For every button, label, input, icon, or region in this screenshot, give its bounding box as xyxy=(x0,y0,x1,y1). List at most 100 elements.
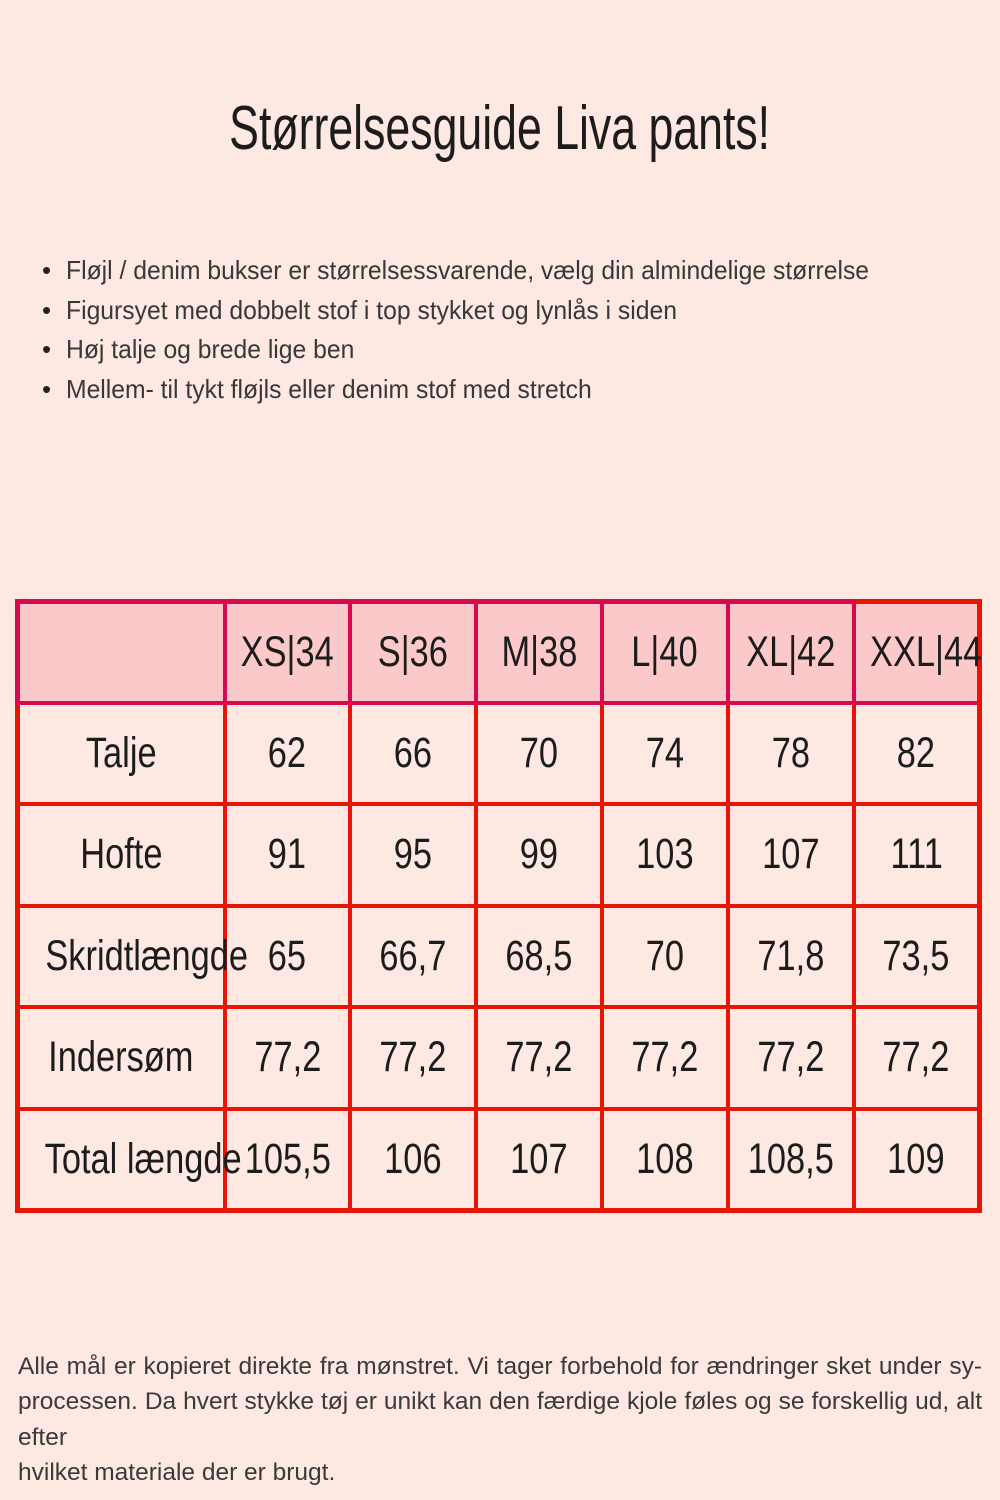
measurement-value-text: 77,2 xyxy=(379,1033,447,1082)
disclaimer-line: Alle mål er kopieret direkte fra mønstre… xyxy=(18,1352,982,1380)
measurement-value-cell: 77,2 xyxy=(851,1005,982,1111)
measurement-value-text: 99 xyxy=(519,830,559,879)
measurement-label-text: Total længde xyxy=(44,1134,242,1183)
feature-item: • Figursyet med dobbelt stof i top stykke… xyxy=(0,291,1000,331)
table-row: Skridtlængde 65 66,7 68,5 70 71,8 73,5 xyxy=(15,903,982,1010)
measurement-label-cell: Hofte xyxy=(15,802,227,908)
measurement-value-text: 108,5 xyxy=(747,1134,834,1183)
header-cell-text: L|40 xyxy=(631,627,699,676)
table-row: Total længde 105,5 106 107 108 108,5 109 xyxy=(15,1106,982,1213)
measurement-value-cell: 99 xyxy=(474,802,604,908)
measurement-value-text: 78 xyxy=(771,728,810,777)
size-column-header: S|36 xyxy=(348,599,479,705)
size-column-header: XS|34 xyxy=(222,599,353,705)
measurement-value-text: 95 xyxy=(394,830,433,879)
bullet-icon: • xyxy=(42,255,52,286)
bullet-icon: • xyxy=(42,294,52,325)
header-cell-text: XL|42 xyxy=(746,627,836,676)
measurement-value-cell: 95 xyxy=(348,802,479,908)
disclaimer-line: hvilket materiale der er brugt. xyxy=(18,1459,336,1487)
feature-item-text: Høj talje og brede lige ben xyxy=(66,334,355,365)
measurement-value-cell: 108 xyxy=(599,1106,730,1213)
feature-item: • Høj talje og brede lige ben xyxy=(0,330,1000,370)
measurement-value-text: 71,8 xyxy=(757,931,825,980)
measurement-label-cell: Talje xyxy=(15,700,227,807)
measurement-value-text: 66 xyxy=(394,728,433,777)
corner-cell xyxy=(15,599,227,705)
measurement-value-cell: 111 xyxy=(851,802,982,908)
size-table: XS|34 S|36 M|38 L|40 XL|42 XXL|44 Talje 62 66 70… xyxy=(15,599,982,1213)
measurement-value-text: 105,5 xyxy=(244,1134,331,1183)
feature-item: • Fløjl / denim bukser er størrelsessvare… xyxy=(0,251,1000,291)
measurement-label-text: Talje xyxy=(85,728,157,777)
size-table-body: Talje 62 66 70 74 78 82 Hofte 91 95 99 103 107 111 Skr… xyxy=(15,700,982,1213)
measurement-value-cell: 71,8 xyxy=(725,903,856,1010)
measurement-label-text: Hofte xyxy=(80,830,163,879)
header-cell-text: S|36 xyxy=(378,627,449,676)
measurement-value-text: 74 xyxy=(645,728,685,777)
size-table-head: XS|34 S|36 M|38 L|40 XL|42 XXL|44 xyxy=(15,599,982,705)
measurement-value-cell: 91 xyxy=(222,802,353,908)
table-row: Hofte 91 95 99 103 107 111 xyxy=(15,802,982,908)
measurement-value-cell: 62 xyxy=(222,700,353,807)
measurement-value-text: 77,2 xyxy=(505,1033,573,1082)
measurement-value-cell: 77,2 xyxy=(474,1005,604,1111)
measurement-label-text: Skridtlængde xyxy=(45,931,249,980)
feature-item: • Mellem- til tykt fløjls eller denim sto… xyxy=(0,370,1000,410)
measurement-value-text: 77,2 xyxy=(882,1033,950,1082)
measurement-value-text: 77,2 xyxy=(253,1033,321,1082)
measurement-value-text: 73,5 xyxy=(882,931,950,980)
size-column-header: M|38 xyxy=(474,599,604,705)
measurement-label-cell: Indersøm xyxy=(15,1005,227,1111)
measurement-label-text: Indersøm xyxy=(48,1033,194,1082)
measurement-value-cell: 107 xyxy=(725,802,856,908)
feature-item-text: Mellem- til tykt fløjls eller denim stof… xyxy=(66,373,592,404)
size-column-header: L|40 xyxy=(599,599,730,705)
measurement-value-text: 109 xyxy=(887,1134,946,1183)
measurement-label-cell: Total længde xyxy=(15,1106,242,1213)
header-cell-text: M|38 xyxy=(501,627,578,676)
feature-item-text: Fløjl / denim bukser er størrelsessvaren… xyxy=(66,255,870,286)
measurement-value-text: 68,5 xyxy=(505,931,573,980)
measurement-value-text: 107 xyxy=(762,830,820,879)
measurement-value-text: 82 xyxy=(897,728,936,777)
bullet-icon: • xyxy=(42,334,52,365)
measurement-value-cell: 109 xyxy=(851,1106,982,1213)
measurement-value-cell: 70 xyxy=(474,700,604,807)
measurement-value-cell: 74 xyxy=(599,700,730,807)
table-row: Talje 62 66 70 74 78 82 xyxy=(15,700,982,807)
measurement-value-text: 77,2 xyxy=(757,1033,825,1082)
measurement-value-cell: 66,7 xyxy=(348,903,479,1010)
disclaimer-text: Alle mål er kopieret direkte fra mønstre… xyxy=(18,1349,982,1491)
measurement-value-text: 66,7 xyxy=(379,931,447,980)
measurement-value-text: 62 xyxy=(268,728,307,777)
feature-item-text: Figursyet med dobbelt stof i top stykket… xyxy=(66,294,677,325)
measurement-value-cell: 105,5 xyxy=(222,1106,353,1213)
measurement-value-cell: 70 xyxy=(599,903,730,1010)
measurement-value-text: 70 xyxy=(519,728,559,777)
measurement-value-text: 106 xyxy=(384,1134,442,1183)
measurement-value-cell: 77,2 xyxy=(599,1005,730,1111)
measurement-value-cell: 103 xyxy=(599,802,730,908)
table-row: Indersøm 77,2 77,2 77,2 77,2 77,2 77,2 xyxy=(15,1005,982,1111)
measurement-value-text: 108 xyxy=(636,1134,694,1183)
measurement-value-text: 107 xyxy=(510,1134,568,1183)
measurement-value-cell: 77,2 xyxy=(222,1005,353,1111)
measurement-value-cell: 68,5 xyxy=(474,903,604,1010)
measurement-value-cell: 107 xyxy=(474,1106,604,1213)
measurement-value-text: 111 xyxy=(890,830,943,879)
size-column-header: XL|42 xyxy=(725,599,856,705)
feature-list: • Fløjl / denim bukser er størrelsessvare… xyxy=(0,251,1000,409)
measurement-value-text: 103 xyxy=(636,830,694,879)
size-table-header-row: XS|34 S|36 M|38 L|40 XL|42 XXL|44 xyxy=(15,599,982,705)
page-title: Størrelsesguide Liva pants! xyxy=(0,96,1000,161)
header-cell-text: XS|34 xyxy=(240,627,334,676)
measurement-value-cell: 77,2 xyxy=(725,1005,856,1111)
measurement-label-cell: Skridtlængde xyxy=(15,903,248,1010)
size-column-header: XXL|44 xyxy=(851,599,982,705)
measurement-value-text: 65 xyxy=(268,931,307,980)
header-cell-text: XXL|44 xyxy=(869,627,982,676)
measurement-value-text: 91 xyxy=(268,830,307,879)
disclaimer-line: processen. Da hvert stykke tøj er unikt … xyxy=(18,1388,982,1451)
bullet-icon: • xyxy=(42,373,52,404)
